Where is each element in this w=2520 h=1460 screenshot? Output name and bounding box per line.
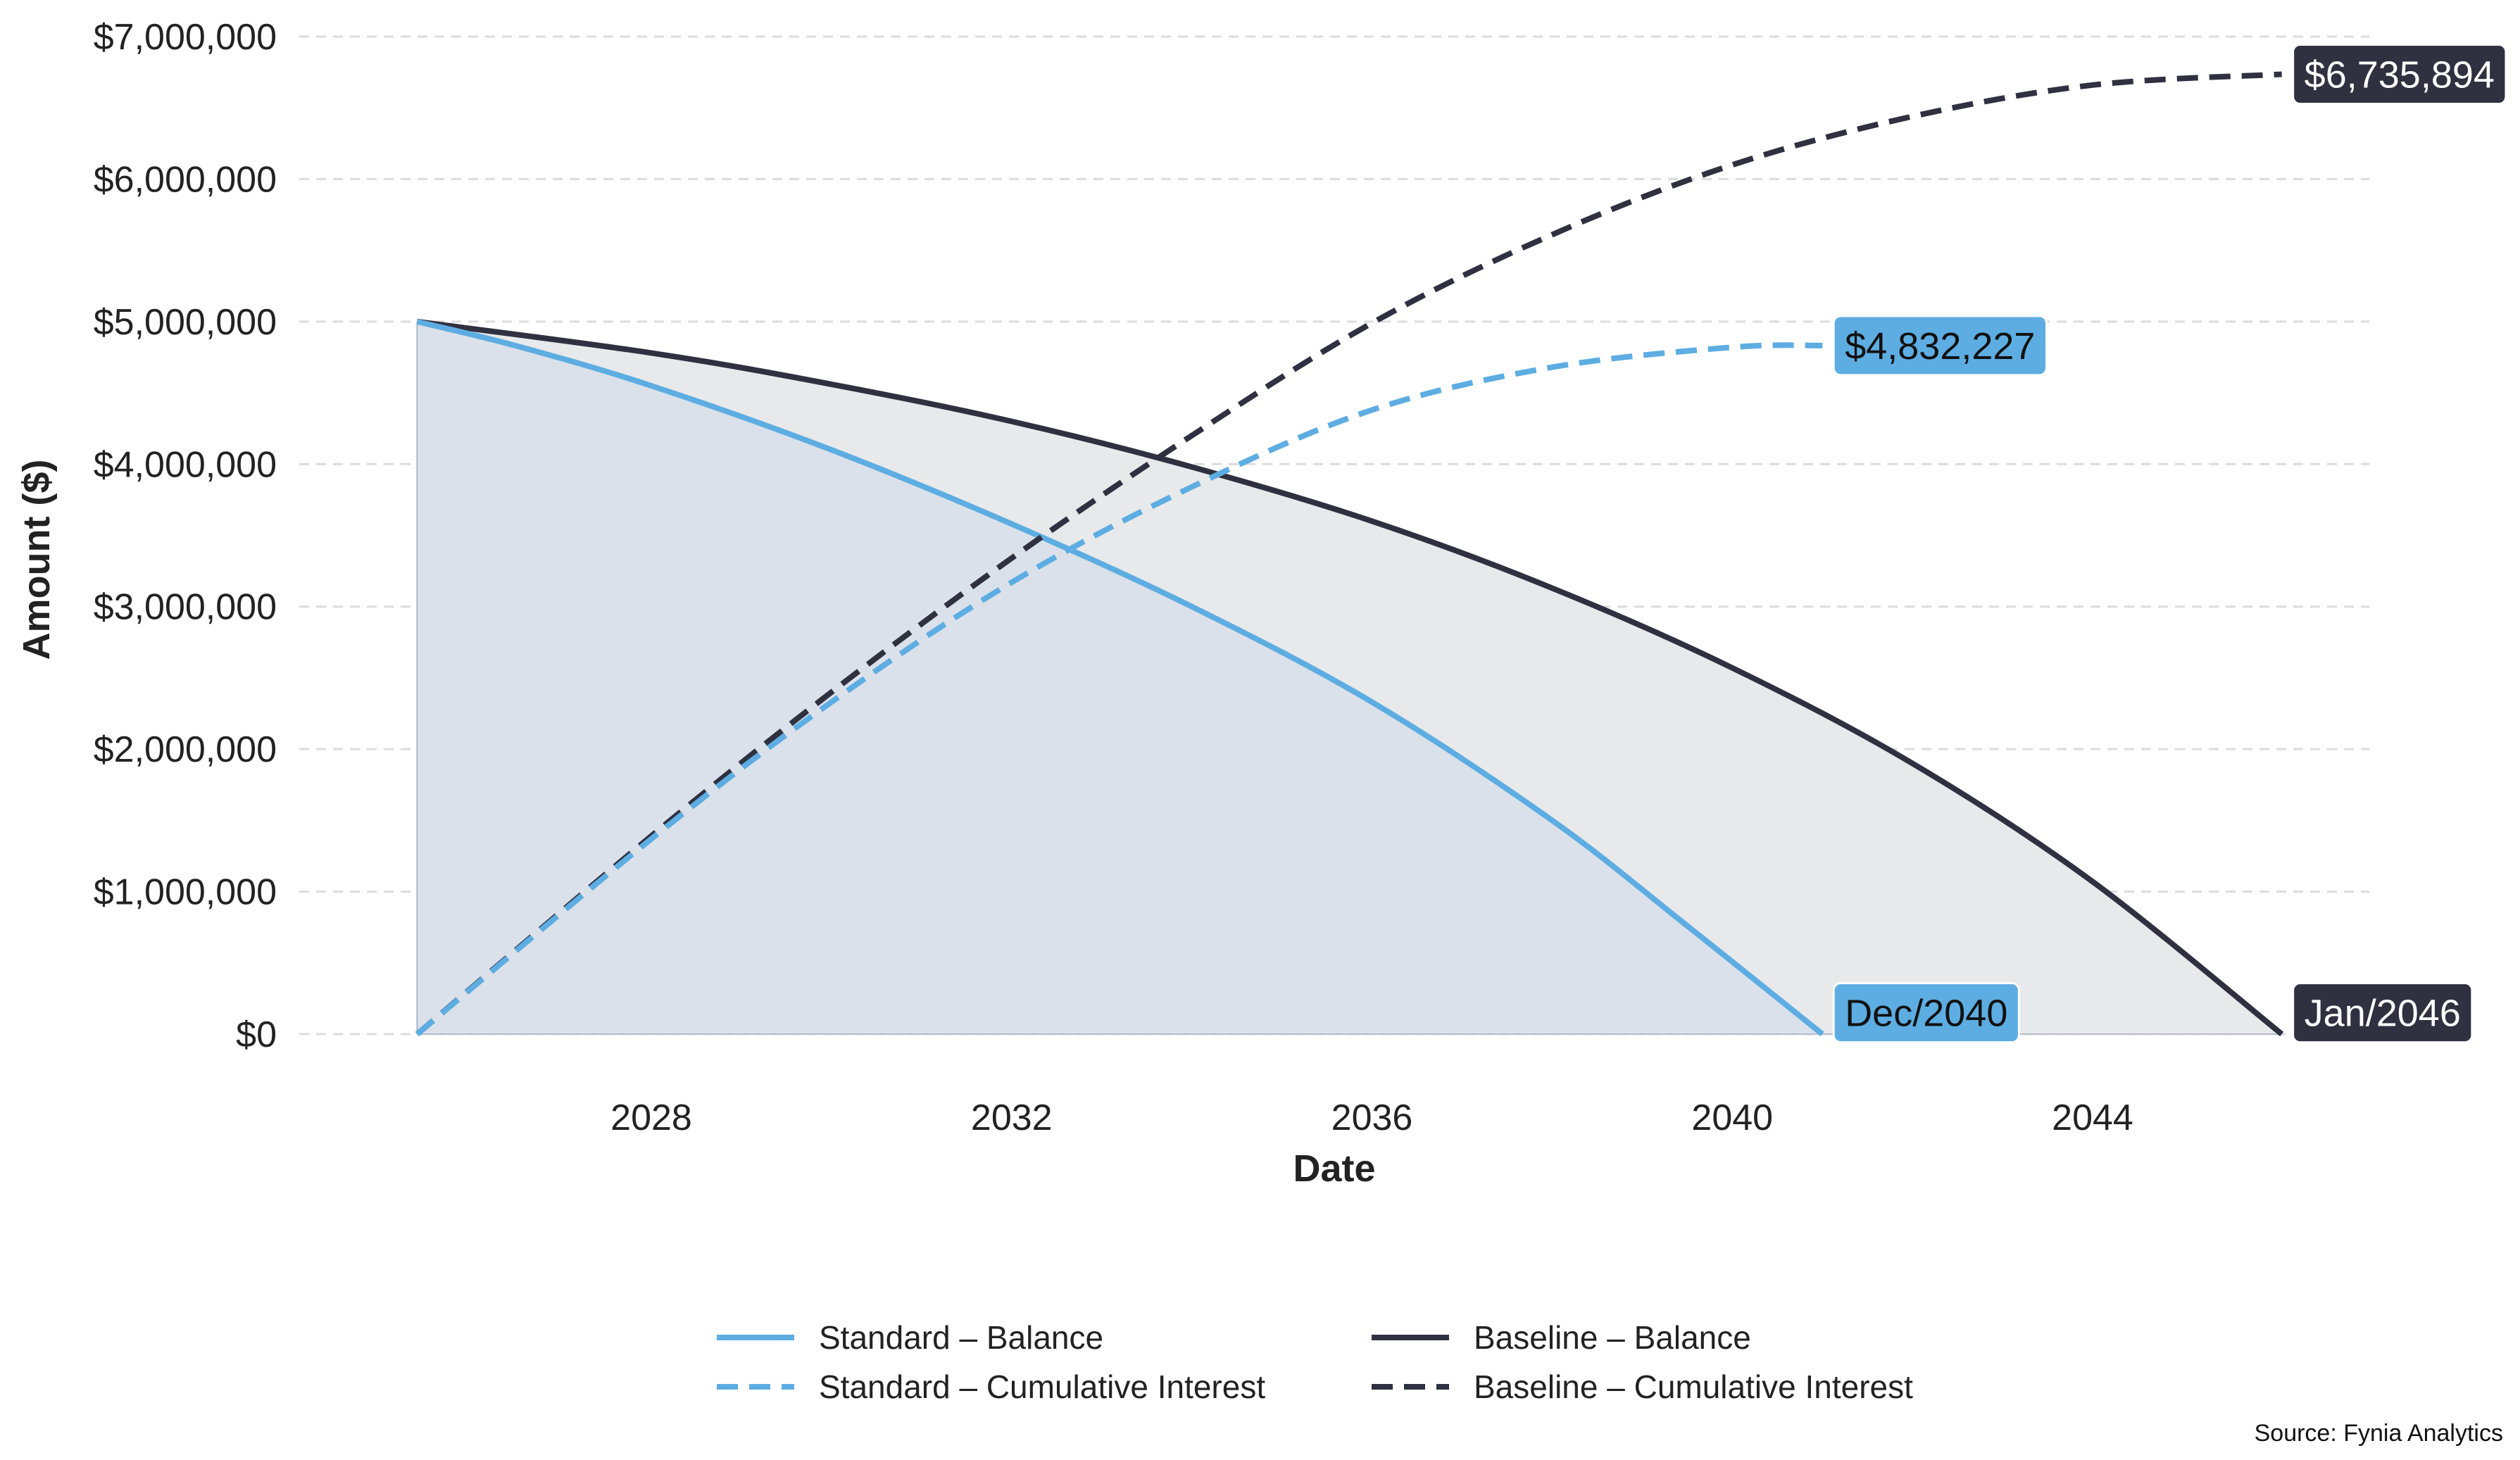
legend-label: Standard – Cumulative Interest [819,1368,1265,1405]
legend-label: Baseline – Balance [1474,1319,1751,1356]
y-tick-labels: $0 $1,000,000 $2,000,000 $3,000,000 $4,000,0… [94,17,277,1055]
x-axis-title: Date [1293,1147,1375,1190]
end-label-box [1832,982,2020,1044]
series-line [415,342,1823,1037]
area-fills [416,321,2282,1035]
series-line [416,318,2284,1037]
legend-item: Baseline – Balance [1372,1319,1751,1356]
series-lines [415,71,2284,1037]
y-tick-label: $7,000,000 [94,17,277,58]
end-label: $6,735,894 [2292,43,2507,105]
end-label-text: $6,735,894 [2305,54,2495,96]
end-label: $4,832,227 [1832,315,2048,377]
end-label-text: Dec/2040 [1845,993,2007,1035]
legend-item: Standard – Cumulative Interest [717,1368,1265,1405]
legend-label: Baseline – Cumulative Interest [1474,1368,1913,1405]
legend-item: Standard – Balance [717,1319,1103,1356]
y-tick-label: $5,000,000 [94,302,277,343]
y-tick-label: $1,000,000 [94,872,277,913]
y-tick-label: $6,000,000 [94,159,277,200]
legend-label: Standard – Balance [819,1319,1103,1356]
x-tick-label: 2036 [1331,1097,1413,1138]
end-labels: $4,832,227 $6,735,894 Dec/2040 Jan/2046 [1832,43,2507,1044]
end-label-box [2292,982,2474,1044]
series-line [416,319,1824,1037]
y-tick-label: $2,000,000 [94,729,277,770]
area-fill [417,321,1823,1034]
x-tick-label: 2044 [2052,1097,2133,1138]
x-tick-label: 2032 [971,1097,1053,1138]
x-tick-labels: 2028 2032 2036 2040 2044 [610,1097,2133,1138]
end-label: Jan/2046 [2292,982,2474,1044]
legend-item: Baseline – Cumulative Interest [1372,1368,1913,1405]
y-tick-label: $3,000,000 [94,587,277,628]
y-tick-label: $0 [236,1014,277,1055]
legend: Standard – Balance Standard – Cumulative … [717,1319,1913,1405]
end-label: Dec/2040 [1832,982,2020,1044]
series-line [415,71,2282,1037]
end-label-box [1832,315,2048,377]
y-axis-title: Amount ($) [15,460,58,660]
x-tick-label: 2028 [610,1097,692,1138]
source-note: Source: Fynia Analytics [2254,1420,2503,1447]
end-label-box [2292,43,2507,105]
end-label-text: $4,832,227 [1845,325,2035,367]
y-tick-label: $4,000,000 [94,444,277,485]
x-tick-label: 2040 [1691,1097,1773,1138]
end-label-text: Jan/2046 [2305,993,2461,1035]
